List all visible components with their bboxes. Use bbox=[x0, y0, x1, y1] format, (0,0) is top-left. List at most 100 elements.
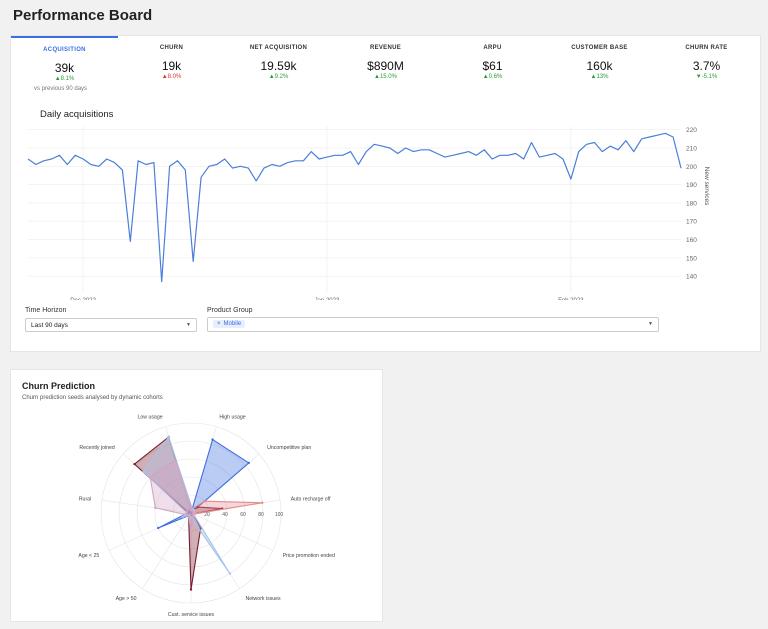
kpi-label: CHURN bbox=[159, 45, 184, 51]
kpi-label: REVENUE bbox=[369, 45, 402, 51]
radar-point bbox=[192, 515, 195, 518]
kpi-delta: ▲8.0% bbox=[161, 74, 182, 80]
y-tick-label: 210 bbox=[686, 145, 697, 152]
r-tick-label: 20 bbox=[204, 512, 210, 518]
kpi-delta: ▼-5.1% bbox=[695, 74, 718, 80]
performance-panel: ACQUISITION 39k ▲8.1% CHURN 19k ▲8.0% NE… bbox=[11, 36, 760, 351]
axis-label: Price promotion ended bbox=[283, 553, 335, 559]
kpi-tab-acquisition[interactable]: ACQUISITION 39k ▲8.1% bbox=[11, 36, 118, 108]
axis-label: Age < 25 bbox=[78, 553, 99, 559]
daily-acquisitions-chart: 140 150 160 170 180 190 200 210 220 Dec 2022 Jan 2… bbox=[27, 126, 710, 300]
kpi-delta: ▲15.0% bbox=[374, 74, 397, 80]
r-tick-label: 60 bbox=[240, 512, 246, 518]
kpi-tab-strip: ACQUISITION 39k ▲8.1% CHURN 19k ▲8.0% NE… bbox=[11, 36, 760, 132]
axis-label: Cust. service issues bbox=[168, 612, 215, 618]
churn-prediction-panel: Churn Prediction Churn prediction seeds … bbox=[11, 370, 382, 621]
kpi-tab-customer-base[interactable]: CUSTOMER BASE 160k ▲13% bbox=[546, 36, 653, 106]
y-axis-label: New services bbox=[703, 167, 710, 206]
kpi-tab-arpu[interactable]: ARPU $61 ▲0.6% bbox=[439, 36, 546, 106]
x-tick-label: Jan 2023 bbox=[315, 298, 340, 300]
kpi-label: ARPU bbox=[483, 45, 502, 51]
radar-point bbox=[174, 459, 177, 463]
axis-spoke bbox=[109, 512, 192, 551]
kpi-delta: ▲8.1% bbox=[54, 76, 75, 82]
kpi-tab-churn-rate[interactable]: CHURN RATE 3.7% ▼-5.1% bbox=[653, 36, 760, 106]
radar-point bbox=[191, 510, 195, 513]
axis-label: High usage bbox=[219, 414, 245, 420]
radar-point bbox=[188, 507, 191, 510]
kpi-label: CHURN RATE bbox=[685, 45, 728, 51]
r-tick-label: 100 bbox=[275, 512, 284, 518]
radar-point bbox=[157, 526, 160, 530]
radar-point bbox=[196, 505, 200, 509]
x-tick-label: Dec 2022 bbox=[70, 298, 96, 300]
axis-spoke bbox=[101, 499, 192, 514]
kpi-value: 160k bbox=[586, 59, 613, 73]
time-horizon-value: Last 90 days bbox=[31, 322, 68, 329]
close-icon[interactable]: × bbox=[217, 321, 221, 327]
line-chart-title: Daily acquisitions bbox=[40, 109, 114, 120]
radar-point bbox=[211, 438, 214, 441]
product-group-select[interactable]: × Mobile ▼ bbox=[207, 317, 659, 332]
kpi-delta: ▲9.2% bbox=[268, 74, 289, 80]
y-tick-label: 190 bbox=[686, 182, 697, 189]
product-group-chip-label: Mobile bbox=[223, 321, 242, 327]
radar-point bbox=[189, 516, 193, 519]
axis-spoke bbox=[142, 512, 192, 589]
axis-label: Rural bbox=[79, 497, 91, 503]
kpi-value: $61 bbox=[482, 59, 503, 73]
radar-point bbox=[133, 462, 136, 466]
y-tick-label: 180 bbox=[686, 200, 697, 207]
radar-point bbox=[187, 515, 190, 518]
r-tick-label: 40 bbox=[222, 512, 228, 518]
r-tick-label: 80 bbox=[258, 512, 264, 518]
radar-point bbox=[247, 461, 251, 465]
chevron-down-icon: ▼ bbox=[186, 322, 191, 328]
kpi-value: 19.59k bbox=[260, 59, 297, 73]
radar-point bbox=[185, 511, 188, 514]
kpi-value: 39k bbox=[54, 61, 75, 75]
axis-spoke bbox=[190, 512, 273, 551]
kpi-value: 19k bbox=[161, 59, 182, 73]
kpi-tab-churn[interactable]: CHURN 19k ▲8.0% bbox=[118, 36, 225, 106]
axis-label: Recently joined bbox=[79, 445, 115, 451]
chevron-down-icon: ▼ bbox=[648, 321, 653, 327]
y-tick-label: 160 bbox=[686, 237, 697, 244]
churn-radar-chart: 20 40 60 80 100 High usage Uncompetitive plan A… bbox=[78, 414, 335, 618]
churn-subtitle: Churn prediction seeds analysed by dynam… bbox=[22, 395, 163, 401]
radar-series bbox=[133, 436, 223, 591]
axis-label: Uncompetitive plan bbox=[267, 445, 311, 451]
axis-label: Auto recharge off bbox=[291, 497, 331, 503]
radar-point bbox=[228, 572, 232, 575]
axis-spoke bbox=[190, 499, 281, 514]
y-tick-label: 140 bbox=[686, 274, 697, 281]
radar-point bbox=[189, 529, 193, 533]
kpi-tab-revenue[interactable]: REVENUE $890M ▲15.0% bbox=[332, 36, 439, 106]
radar-point bbox=[187, 511, 190, 514]
kpi-delta: ▲13% bbox=[590, 74, 609, 80]
series-line bbox=[27, 132, 682, 283]
radar-point bbox=[185, 513, 189, 517]
radar-point bbox=[194, 511, 197, 514]
kpi-tab-net-acquisition[interactable]: NET ACQUISITION 19.59k ▲9.2% bbox=[225, 36, 332, 106]
y-tick-label: 200 bbox=[686, 164, 697, 171]
y-tick-label: 150 bbox=[686, 255, 697, 262]
product-group-chip[interactable]: × Mobile bbox=[213, 320, 246, 328]
y-tick-label: 170 bbox=[686, 219, 697, 226]
radar-point bbox=[148, 476, 152, 479]
y-tick-label: 220 bbox=[686, 127, 697, 134]
time-horizon-select[interactable]: Last 90 days ▼ bbox=[25, 318, 197, 332]
kpi-value: 3.7% bbox=[692, 59, 721, 73]
comparison-note: vs previous 90 days bbox=[34, 86, 88, 92]
kpi-value: $890M bbox=[367, 59, 404, 73]
axis-label: Age > 50 bbox=[116, 596, 137, 602]
radar-point bbox=[189, 511, 193, 515]
radar-point bbox=[261, 501, 264, 504]
radar-point bbox=[189, 588, 193, 591]
time-horizon-label: Time Horizon bbox=[25, 307, 67, 314]
axis-label: Network issues bbox=[245, 596, 281, 602]
product-group-label: Product Group bbox=[207, 307, 253, 314]
radar-point bbox=[154, 506, 157, 510]
page-title: Performance Board bbox=[13, 7, 153, 24]
kpi-label: ACQUISITION bbox=[43, 47, 86, 53]
